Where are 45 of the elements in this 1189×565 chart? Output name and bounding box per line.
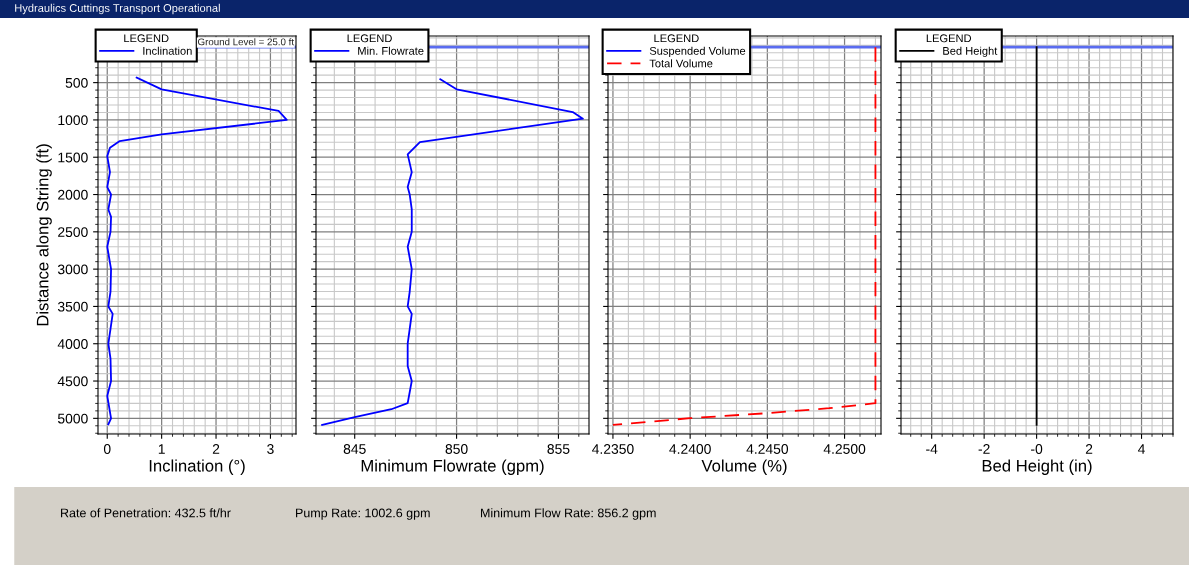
y-tick-label: 5000 <box>57 413 88 424</box>
x-tick-label: 0 <box>103 444 111 454</box>
legend-label: Inclination <box>143 46 192 55</box>
x-tick-label: 1 <box>158 444 165 454</box>
y-tick-label: 1000 <box>58 115 88 126</box>
x-tick-label: 4.2500 <box>823 444 866 454</box>
x-tick-label: 850 <box>445 444 468 454</box>
legend-title: LEGEND <box>926 34 972 43</box>
x-tick-label: 845 <box>343 444 366 454</box>
y-tick-label: 3000 <box>57 264 88 275</box>
x-axis-title: Bed Height (in) <box>982 459 1092 475</box>
x-tick-label: 4.2450 <box>746 444 789 454</box>
y-tick-label: 4500 <box>57 376 88 387</box>
legend-title: LEGEND <box>124 34 169 43</box>
legend-label: Suspended Volume <box>649 46 746 57</box>
legend-label: Min. Flowrate <box>358 46 424 55</box>
x-tick-label: 4.2400 <box>669 444 711 454</box>
x-tick-label: 4 <box>1137 444 1145 454</box>
x-axis-title: Minimum Flowrate (gpm) <box>361 459 544 475</box>
ref-line-label: Ground Level = 25.0 ft <box>198 38 294 46</box>
legend-title: LEGEND <box>347 34 392 43</box>
x-tick-label: 2 <box>212 444 220 454</box>
legend-title: LEGEND <box>654 34 699 43</box>
y-tick-label: 2500 <box>58 227 88 237</box>
x-axis-title: Inclination (°) <box>149 459 245 475</box>
text: Rate of Penetration: 432.5 ft/hr <box>61 508 231 518</box>
x-tick-label: 855 <box>547 444 570 454</box>
x-axis-title: Volume (%) <box>701 459 787 475</box>
text: Pump Rate: 1002.6 gpm <box>296 508 430 520</box>
x-tick-label: 3 <box>267 444 274 454</box>
y-tick-label: 3500 <box>57 301 88 312</box>
x-tick-label: -2 <box>978 444 990 454</box>
y-axis-title: Distance along String (ft) <box>36 144 52 326</box>
x-tick-label: -0 <box>1031 444 1043 454</box>
chart-title: Hydraulics Cuttings Transport Operational <box>15 3 220 15</box>
y-tick-label: 2000 <box>58 189 88 200</box>
x-tick-label: 4.2350 <box>592 444 634 454</box>
x-tick-label: 2 <box>1085 444 1093 454</box>
text: Minimum Flow Rate: 856.2 gpm <box>481 508 656 520</box>
legend-label: Total Volume <box>649 59 713 68</box>
y-tick-label: 1500 <box>58 152 88 163</box>
x-tick-label: -4 <box>926 444 938 454</box>
legend-label: Bed Height <box>943 46 998 57</box>
y-tick-label: 500 <box>65 77 88 88</box>
y-tick-label: 4000 <box>57 339 88 349</box>
